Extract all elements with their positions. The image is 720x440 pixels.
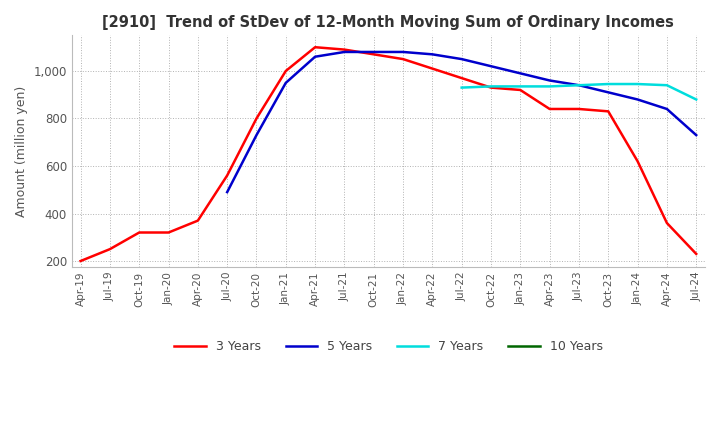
7 Years [457, 85, 466, 90]
5 Years [428, 51, 437, 57]
5 Years [516, 71, 525, 76]
7 Years [634, 81, 642, 87]
7 Years [662, 83, 671, 88]
Legend: 3 Years, 5 Years, 7 Years, 10 Years: 3 Years, 5 Years, 7 Years, 10 Years [169, 335, 608, 358]
7 Years [487, 84, 495, 89]
5 Years [340, 49, 348, 55]
7 Years [516, 84, 525, 89]
5 Years [457, 56, 466, 62]
7 Years [604, 81, 613, 87]
3 Years [340, 47, 348, 52]
5 Years [223, 190, 232, 195]
5 Years [369, 49, 378, 55]
3 Years [545, 106, 554, 112]
5 Years [311, 54, 320, 59]
3 Years [223, 173, 232, 178]
3 Years [487, 85, 495, 90]
Line: 7 Years: 7 Years [462, 84, 696, 99]
Y-axis label: Amount (million yen): Amount (million yen) [15, 85, 28, 217]
3 Years [604, 109, 613, 114]
Line: 3 Years: 3 Years [81, 47, 696, 261]
5 Years [634, 97, 642, 102]
5 Years [575, 83, 583, 88]
3 Years [164, 230, 173, 235]
5 Years [252, 132, 261, 138]
3 Years [575, 106, 583, 112]
5 Years [487, 63, 495, 69]
5 Years [662, 106, 671, 112]
7 Years [692, 97, 701, 102]
3 Years [457, 75, 466, 81]
3 Years [428, 66, 437, 71]
3 Years [369, 51, 378, 57]
7 Years [575, 83, 583, 88]
3 Years [311, 44, 320, 50]
5 Years [545, 78, 554, 83]
3 Years [135, 230, 143, 235]
5 Years [282, 80, 290, 85]
3 Years [516, 87, 525, 92]
3 Years [252, 116, 261, 121]
3 Years [662, 220, 671, 226]
3 Years [399, 56, 408, 62]
3 Years [76, 258, 85, 264]
Line: 5 Years: 5 Years [228, 52, 696, 192]
3 Years [194, 218, 202, 223]
3 Years [282, 68, 290, 73]
7 Years [545, 84, 554, 89]
3 Years [692, 251, 701, 257]
3 Years [634, 158, 642, 164]
Title: [2910]  Trend of StDev of 12-Month Moving Sum of Ordinary Incomes: [2910] Trend of StDev of 12-Month Moving… [102, 15, 675, 30]
5 Years [692, 132, 701, 138]
5 Years [604, 90, 613, 95]
3 Years [106, 246, 114, 252]
5 Years [399, 49, 408, 55]
